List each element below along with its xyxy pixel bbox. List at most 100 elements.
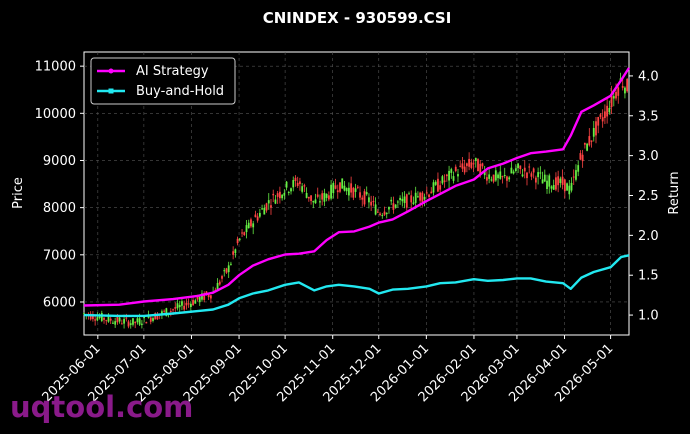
candle-body — [327, 195, 330, 200]
candle-body — [563, 179, 566, 192]
candle-body — [548, 175, 551, 187]
candle-body — [94, 319, 97, 321]
candle-body — [550, 186, 553, 189]
candle-body — [559, 178, 562, 184]
candle-body — [140, 323, 143, 325]
candle-body — [368, 197, 370, 203]
candle-body — [323, 192, 326, 202]
candle-body — [434, 181, 437, 185]
candle-body — [283, 192, 286, 196]
y-left-tick-label: 8000 — [43, 201, 76, 216]
candle-body — [256, 216, 259, 221]
candle-body — [341, 178, 344, 189]
legend-label-buy-and-hold: Buy-and-Hold — [136, 84, 224, 99]
y-right-tick-label: 2.0 — [638, 229, 659, 244]
candle-body — [189, 303, 192, 308]
candle-body — [552, 184, 555, 190]
candle-body — [430, 191, 433, 194]
candle-body — [223, 270, 226, 272]
candle-body — [185, 302, 188, 306]
candle-body — [403, 196, 406, 204]
candle-body — [401, 198, 404, 202]
candle-body — [129, 323, 132, 325]
candle-body — [112, 322, 114, 324]
candle-body — [388, 206, 390, 210]
candle-body — [432, 182, 435, 193]
candle-body — [336, 190, 339, 193]
candle-body — [319, 201, 321, 203]
candle-body — [450, 169, 453, 173]
candle-body — [321, 193, 324, 200]
candle-body — [105, 320, 108, 322]
candle-body — [89, 313, 92, 320]
y-left-tick-label: 7000 — [43, 248, 76, 263]
candle-body — [243, 232, 246, 236]
candle-body — [136, 318, 139, 323]
candle-body — [512, 171, 515, 174]
candle-body — [334, 185, 337, 189]
candle-body — [236, 238, 239, 244]
candle-body — [183, 305, 186, 310]
candle-body — [294, 177, 297, 181]
candle-body — [201, 293, 203, 300]
candle-body — [454, 166, 457, 172]
legend-marker-ai-strategy — [108, 68, 114, 74]
candle-body — [532, 168, 535, 173]
candle-body — [443, 180, 446, 182]
candle-body — [372, 200, 375, 203]
candle-body — [305, 192, 308, 198]
candle-body — [156, 314, 159, 320]
candle-body — [497, 174, 499, 179]
candle-body — [272, 193, 275, 196]
candle-body — [100, 313, 103, 321]
candle-body — [376, 211, 379, 213]
candle-body — [292, 180, 295, 188]
candle-body — [172, 309, 174, 311]
candle-body — [143, 316, 146, 319]
candle-body — [181, 301, 183, 306]
candle-body — [218, 281, 221, 285]
candle-body — [303, 185, 306, 187]
candle-body — [296, 182, 299, 186]
candle-body — [123, 318, 125, 324]
candle-body — [203, 293, 206, 300]
candle-body — [230, 263, 232, 265]
candle-body — [405, 194, 408, 208]
candle-body — [98, 316, 101, 319]
legend-marker-buy-and-hold — [108, 88, 114, 94]
candle-body — [83, 313, 85, 315]
candle-body — [626, 79, 629, 92]
candle-body — [588, 136, 591, 146]
candle-body — [486, 177, 488, 181]
candle-body — [352, 187, 355, 198]
candle-body — [343, 185, 346, 191]
candle-body — [287, 192, 290, 194]
watermark: uqtool.com — [10, 390, 194, 424]
candle-body — [448, 170, 450, 181]
candle-body — [265, 203, 268, 211]
candle-body — [134, 321, 137, 324]
candle-body — [276, 193, 279, 197]
candle-body — [163, 310, 166, 312]
candle-body — [499, 171, 502, 179]
candle-body — [519, 165, 522, 169]
candle-body — [245, 225, 248, 233]
candle-body — [379, 213, 381, 216]
candle-body — [250, 219, 252, 227]
candle-body — [603, 111, 606, 119]
candle-body — [254, 214, 257, 218]
candle-body — [316, 194, 319, 197]
candle-body — [470, 162, 473, 168]
candle-body — [557, 176, 560, 186]
candle-body — [488, 174, 491, 179]
candle-body — [590, 140, 593, 142]
candle-body — [278, 191, 281, 199]
candle-body — [345, 188, 348, 192]
y-right-tick-label: 4.0 — [638, 69, 659, 84]
candle-body — [370, 201, 373, 206]
candle-body — [599, 114, 602, 117]
candle-body — [575, 170, 577, 180]
candle-body — [252, 223, 255, 228]
candle-body — [539, 172, 542, 174]
